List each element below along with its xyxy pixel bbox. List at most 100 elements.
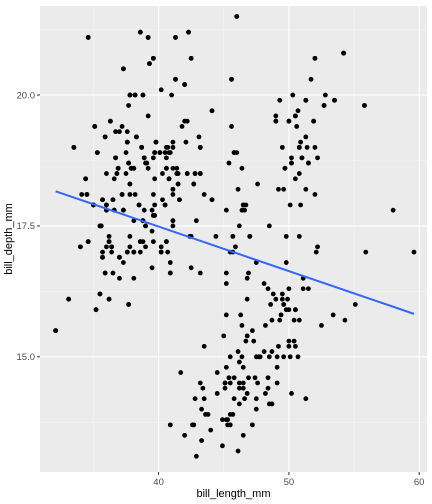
data-point bbox=[303, 97, 309, 103]
data-point bbox=[199, 438, 204, 443]
x-axis-title: bill_length_mm bbox=[197, 488, 271, 500]
data-point bbox=[308, 76, 314, 82]
data-point bbox=[341, 50, 347, 56]
data-point bbox=[251, 338, 257, 344]
data-point bbox=[235, 349, 241, 354]
x-tick-label: 60 bbox=[414, 477, 425, 488]
data-point bbox=[278, 312, 284, 318]
data-point bbox=[282, 165, 288, 171]
data-point bbox=[140, 92, 146, 98]
data-point bbox=[283, 233, 289, 239]
data-point bbox=[265, 385, 271, 391]
data-point bbox=[304, 144, 310, 150]
data-point bbox=[352, 302, 358, 307]
data-point bbox=[92, 124, 98, 129]
data-point bbox=[292, 176, 298, 182]
data-point bbox=[131, 275, 137, 281]
data-point bbox=[149, 265, 155, 271]
data-point bbox=[263, 322, 268, 328]
data-point bbox=[239, 207, 245, 213]
data-point bbox=[226, 375, 232, 381]
data-point bbox=[277, 317, 283, 323]
data-point bbox=[167, 270, 173, 276]
data-point bbox=[236, 401, 242, 407]
data-point bbox=[179, 124, 185, 129]
data-point bbox=[279, 291, 285, 297]
data-point bbox=[235, 186, 241, 192]
data-point bbox=[153, 139, 159, 145]
data-point bbox=[192, 396, 198, 402]
data-point bbox=[120, 207, 126, 213]
data-point bbox=[141, 207, 147, 213]
data-point bbox=[117, 129, 122, 135]
data-point bbox=[311, 118, 317, 124]
data-point bbox=[253, 354, 259, 360]
data-point bbox=[123, 171, 129, 176]
data-point bbox=[233, 244, 238, 250]
x-tick-label: 40 bbox=[153, 477, 164, 488]
data-point bbox=[239, 322, 245, 328]
data-point bbox=[306, 160, 311, 166]
data-point bbox=[137, 29, 143, 35]
data-point bbox=[93, 307, 99, 313]
data-point bbox=[100, 249, 105, 255]
data-point bbox=[127, 192, 133, 197]
data-point bbox=[236, 359, 242, 365]
data-point bbox=[236, 385, 242, 391]
data-point bbox=[143, 160, 148, 166]
data-point bbox=[109, 249, 115, 255]
data-point bbox=[192, 171, 198, 176]
data-point bbox=[173, 76, 178, 82]
data-point bbox=[184, 118, 190, 124]
data-point bbox=[229, 76, 234, 82]
data-point bbox=[137, 239, 143, 245]
data-point bbox=[119, 124, 125, 129]
data-point bbox=[321, 103, 327, 108]
data-point bbox=[201, 396, 207, 402]
data-point bbox=[197, 171, 203, 176]
data-point bbox=[127, 233, 133, 239]
data-point bbox=[182, 432, 188, 438]
data-point bbox=[158, 249, 164, 255]
data-point bbox=[158, 244, 164, 250]
data-point bbox=[170, 186, 176, 192]
data-point bbox=[102, 134, 108, 140]
y-axis-title: bill_depth_mm bbox=[3, 203, 15, 275]
data-point bbox=[94, 150, 100, 156]
data-point bbox=[150, 239, 156, 245]
data-point bbox=[220, 443, 225, 449]
data-point bbox=[246, 375, 251, 381]
data-point bbox=[239, 165, 245, 171]
y-tick-label: 20.0 bbox=[17, 90, 36, 101]
data-point bbox=[223, 270, 229, 276]
data-point bbox=[167, 260, 173, 265]
data-point bbox=[126, 302, 132, 307]
data-point bbox=[292, 343, 298, 349]
x-tick-label: 50 bbox=[284, 477, 295, 488]
data-point bbox=[102, 270, 108, 276]
data-point bbox=[132, 192, 138, 197]
data-point bbox=[117, 254, 122, 260]
data-point bbox=[315, 155, 320, 161]
data-point bbox=[149, 207, 155, 213]
data-point bbox=[303, 396, 309, 402]
data-point bbox=[167, 422, 173, 428]
data-point bbox=[139, 144, 145, 150]
data-point bbox=[220, 417, 225, 423]
data-point bbox=[319, 322, 324, 328]
data-point bbox=[66, 296, 72, 302]
data-point bbox=[119, 192, 125, 197]
data-point bbox=[227, 354, 233, 360]
data-point bbox=[200, 385, 206, 391]
data-point bbox=[53, 328, 59, 334]
data-point bbox=[191, 181, 197, 187]
data-point bbox=[104, 244, 109, 250]
data-point bbox=[294, 124, 300, 129]
data-point bbox=[157, 150, 163, 156]
data-point bbox=[131, 249, 137, 255]
plot-panel bbox=[40, 6, 427, 472]
data-point bbox=[332, 97, 337, 103]
data-point bbox=[255, 181, 261, 187]
data-point bbox=[230, 412, 236, 417]
data-point bbox=[150, 55, 156, 61]
